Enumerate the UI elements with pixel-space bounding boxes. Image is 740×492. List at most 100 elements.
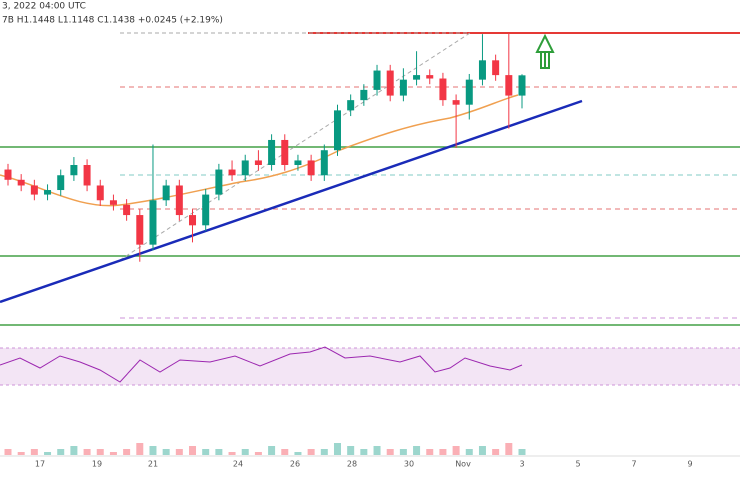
volume-bar xyxy=(373,446,381,455)
volume-bar xyxy=(281,449,289,455)
candle-body xyxy=(162,185,170,201)
candle-body xyxy=(347,100,355,111)
candle-body xyxy=(360,89,368,101)
candle-body xyxy=(202,194,210,226)
volume-bar xyxy=(307,449,315,455)
candle-body xyxy=(492,60,500,76)
candle-body xyxy=(30,185,38,195)
x-tick-label: Nov xyxy=(455,460,471,469)
volume-bar xyxy=(439,449,447,455)
volume-bar xyxy=(320,449,328,455)
candle-body xyxy=(175,185,183,216)
trend-line xyxy=(0,99,583,304)
moving-average xyxy=(0,94,519,207)
candle-body xyxy=(426,75,434,79)
x-tick-label: 24 xyxy=(233,460,243,469)
volume-bar xyxy=(202,449,210,455)
volume-bar xyxy=(175,449,183,455)
up-arrow xyxy=(535,33,555,69)
volume-bar xyxy=(228,452,236,455)
candle-body xyxy=(320,150,328,176)
candle-body xyxy=(123,204,131,216)
x-tick-label: 30 xyxy=(404,460,414,469)
candle-body xyxy=(109,200,117,205)
candle-body xyxy=(215,169,223,195)
volume-bar xyxy=(123,449,131,455)
x-tick-label: 5 xyxy=(575,460,580,469)
candle-body xyxy=(413,75,421,80)
candle-body xyxy=(4,169,12,180)
volume-bar xyxy=(518,449,526,455)
rsi-line xyxy=(0,346,523,383)
volume-bar xyxy=(149,446,157,455)
volume-bar xyxy=(399,449,407,455)
volume-bar xyxy=(17,452,25,455)
candle-body xyxy=(149,200,157,245)
x-tick-label: 17 xyxy=(35,460,45,469)
candle-body xyxy=(399,79,407,96)
candle-body xyxy=(386,70,394,96)
volume-bar xyxy=(136,443,144,455)
candle-body xyxy=(254,160,262,165)
volume-bar xyxy=(30,449,38,455)
volume-bar xyxy=(505,443,513,455)
candle-body xyxy=(189,215,197,226)
candle-body xyxy=(96,185,104,201)
x-tick-label: 3 xyxy=(519,460,524,469)
volume-bar xyxy=(360,449,368,455)
volume-bar xyxy=(294,452,302,455)
candle-body xyxy=(465,79,473,105)
volume-bar xyxy=(254,452,262,455)
candle-body xyxy=(452,100,460,105)
volume-bar xyxy=(83,449,91,455)
volume-bar xyxy=(109,452,117,455)
candle-body xyxy=(281,139,289,165)
volume-bar xyxy=(162,449,170,455)
candle-body xyxy=(57,175,65,191)
volume-bar xyxy=(189,446,197,455)
candle-body xyxy=(228,169,236,176)
ohlc-info: 7B H1.1448 L1.1148 C1.1438 +0.0245 (+2.1… xyxy=(2,16,223,26)
x-tick-label: 9 xyxy=(687,460,692,469)
candle-body xyxy=(268,139,276,165)
volume-bar xyxy=(492,449,500,455)
rsi-band xyxy=(0,348,740,385)
candle-body xyxy=(294,160,302,165)
candle-body xyxy=(518,75,526,96)
volume-bar xyxy=(347,446,355,455)
candle-body xyxy=(70,165,78,176)
header-date: 3, 2022 04:00 UTC xyxy=(2,2,86,12)
candle-body xyxy=(307,160,315,176)
candle-body xyxy=(83,165,91,186)
x-tick-label: 19 xyxy=(92,460,102,469)
volume-bar xyxy=(57,449,65,455)
candle-body xyxy=(439,78,447,101)
candle-body xyxy=(17,179,25,186)
candle-body xyxy=(505,75,513,96)
candle-body xyxy=(44,190,52,195)
volume-bar xyxy=(465,449,473,455)
volume-bar xyxy=(426,449,434,455)
candle-body xyxy=(241,160,249,176)
volume-bar xyxy=(4,449,12,455)
volume-bar xyxy=(268,446,276,455)
x-tick-label: 7 xyxy=(631,460,636,469)
volume-bar xyxy=(44,452,52,455)
volume-bar xyxy=(478,446,486,455)
volume-bar xyxy=(70,446,78,455)
volume-bar xyxy=(215,449,223,455)
candle-body xyxy=(373,70,381,90)
volume-bar xyxy=(413,446,421,455)
candle-body xyxy=(478,60,486,80)
x-tick-label: 26 xyxy=(290,460,300,469)
candle-body xyxy=(136,215,144,245)
x-tick-label: 28 xyxy=(347,460,357,469)
volume-bar xyxy=(386,449,394,455)
volume-bar xyxy=(452,446,460,455)
volume-bar xyxy=(241,449,249,455)
candle-body xyxy=(333,110,341,151)
x-tick-label: 21 xyxy=(148,460,158,469)
volume-bar xyxy=(333,443,341,455)
